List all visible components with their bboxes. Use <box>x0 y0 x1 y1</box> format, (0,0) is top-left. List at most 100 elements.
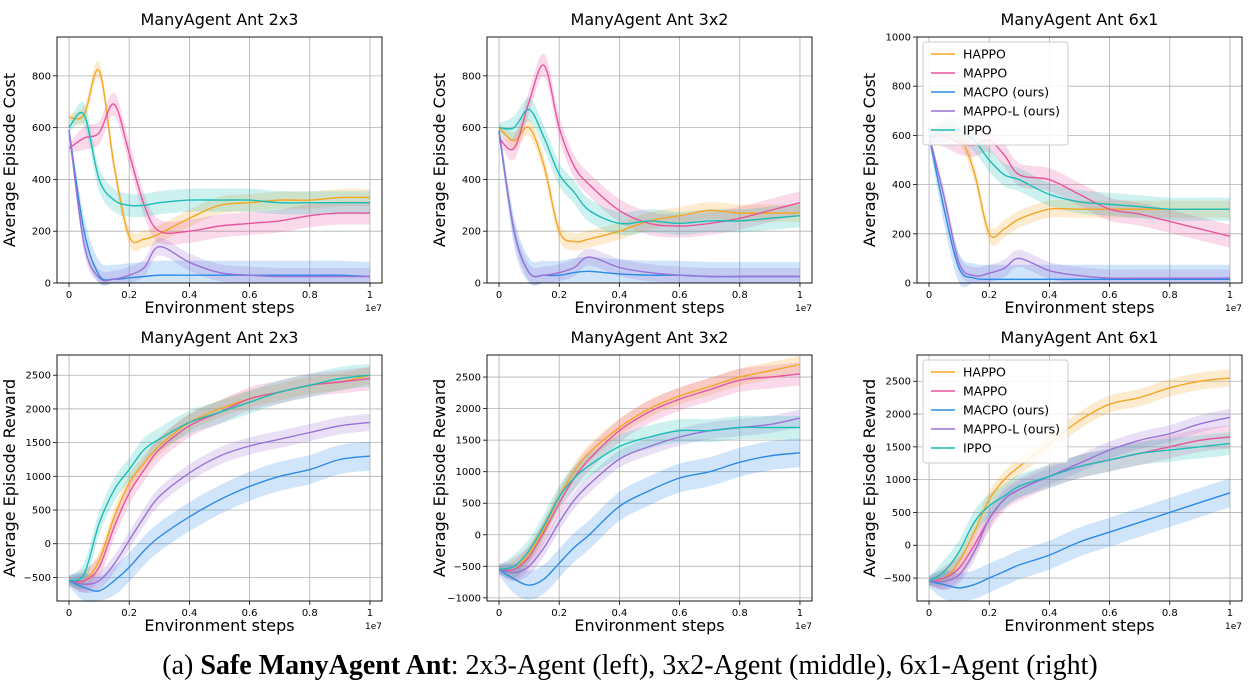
band-ippo <box>69 101 370 218</box>
x-tick-label: 0.6 <box>1102 608 1118 619</box>
x-tick-label: 0.4 <box>1041 608 1057 619</box>
caption-bold: Safe ManyAgent Ant <box>200 650 451 681</box>
y-axis-label: Average Episode Cost <box>430 73 449 247</box>
y-tick-label: 800 <box>462 71 481 82</box>
line-ippo <box>498 426 800 571</box>
band-mappo-l-ours- <box>929 408 1230 590</box>
x-tick-label: 0.2 <box>121 608 137 619</box>
x-exponent: 1e7 <box>365 304 382 314</box>
legend-box <box>922 359 1069 464</box>
y-tick-label: 0 <box>45 539 51 550</box>
x-tick-label: 0.4 <box>181 290 197 301</box>
line-macpo-ours- <box>928 492 1231 589</box>
line-mappo-l-ours- <box>68 130 370 282</box>
line-mappo-l-ours- <box>928 416 1231 583</box>
x-tick-label: 0.8 <box>1162 608 1178 619</box>
band-mappo-l-ours- <box>499 409 800 582</box>
band-happo <box>499 118 800 251</box>
y-tick-label: 1500 <box>456 436 481 447</box>
y-tick-label: 1500 <box>26 438 51 449</box>
band-macpo-ours- <box>929 129 1230 288</box>
legend-box <box>922 41 1069 146</box>
chart-1: 0 0.2 0.4 0.6 0.8 1 0 200 400 600 800 1e7 ManyAgent … <box>0 10 383 317</box>
x-axis-label: Environment steps <box>574 298 724 317</box>
x-tick-label: 0.8 <box>732 290 748 301</box>
line-mappo-l-ours- <box>68 421 371 585</box>
x-tick-label: 0.4 <box>181 608 197 619</box>
chart-5: 0 0.2 0.4 0.6 0.8 1 −1000 −500 0 500 1000 1500 2000 2… <box>430 328 813 635</box>
band-mappo-l-ours- <box>69 126 370 286</box>
band-macpo-ours- <box>69 124 370 286</box>
plot-frame <box>916 36 1243 284</box>
y-tick-label: 400 <box>892 180 911 191</box>
x-axis-label: Environment steps <box>144 298 294 317</box>
x-axis-label: Environment steps <box>574 616 724 635</box>
plot-frame <box>486 354 813 602</box>
band-macpo-ours- <box>69 441 370 603</box>
legend-label: MAPPO <box>963 66 1007 81</box>
line-mappo <box>498 64 801 227</box>
chart-title: ManyAgent Ant 6x1 <box>1001 328 1159 347</box>
band-happo <box>929 369 1230 588</box>
x-tick-label: 0 <box>926 290 932 301</box>
x-tick-label: 0.2 <box>981 290 997 301</box>
x-tick-label: 1 <box>367 608 373 619</box>
chart-4: 0 0.2 0.4 0.6 0.8 1 −500 0 500 1000 1500 2000 2500 1e… <box>0 328 383 635</box>
x-tick-label: 0.8 <box>732 608 748 619</box>
y-tick-label: 600 <box>892 131 911 142</box>
y-tick-label: 400 <box>32 175 51 186</box>
y-tick-label: 2000 <box>886 410 911 421</box>
y-tick-label: 500 <box>462 499 481 510</box>
y-tick-label: −1000 <box>447 593 481 604</box>
y-axis-label: Average Episode Reward <box>0 379 19 577</box>
y-tick-label: −500 <box>454 562 481 573</box>
band-mappo <box>499 53 800 238</box>
x-tick-label: 1 <box>367 290 373 301</box>
y-tick-label: 500 <box>32 506 51 517</box>
legend-label: MAPPO-L (ours) <box>963 104 1060 119</box>
x-tick-label: 0.6 <box>242 608 258 619</box>
x-tick-label: 0.4 <box>611 290 627 301</box>
line-ippo <box>928 442 1231 582</box>
band-happo <box>69 60 370 252</box>
plot-frame <box>486 36 813 284</box>
y-tick-label: 0 <box>475 530 481 541</box>
y-tick-label: 200 <box>462 227 481 238</box>
plot-frame <box>56 354 383 602</box>
x-axis-label: Environment steps <box>144 616 294 635</box>
y-tick-label: 2500 <box>26 371 51 382</box>
x-tick-label: 0.2 <box>121 290 137 301</box>
band-macpo-ours- <box>499 438 800 600</box>
x-tick-label: 1 <box>797 608 803 619</box>
line-macpo-ours- <box>68 455 371 592</box>
figure: 0 0.2 0.4 0.6 0.8 1 0 200 400 600 800 1e7 ManyAgent … <box>0 10 1243 635</box>
plot-frame <box>916 354 1243 602</box>
x-exponent: 1e7 <box>795 304 812 314</box>
y-tick-label: −500 <box>24 573 51 584</box>
legend: HAPPO MAPPO MACPO (ours) MAPPO-L (ours) IPPO <box>922 41 1069 146</box>
y-tick-label: 2000 <box>26 404 51 415</box>
caption-prefix: (a) <box>162 650 201 681</box>
x-tick-label: 0.4 <box>1041 290 1057 301</box>
x-exponent: 1e7 <box>795 622 812 632</box>
line-macpo-ours- <box>498 452 801 586</box>
chart-title: ManyAgent Ant 2x3 <box>141 10 299 29</box>
chart-title: ManyAgent Ant 2x3 <box>141 328 299 347</box>
y-tick-label: 1000 <box>886 475 911 486</box>
x-axis-label: Environment steps <box>1004 616 1154 635</box>
x-tick-label: 0 <box>66 290 72 301</box>
y-tick-label: 1000 <box>456 467 481 478</box>
y-axis-label: Average Episode Cost <box>860 73 879 247</box>
x-tick-label: 1 <box>1227 608 1233 619</box>
y-tick-label: 800 <box>32 71 51 82</box>
band-happo <box>929 121 1230 246</box>
x-tick-label: 0.4 <box>611 608 627 619</box>
chart-title: ManyAgent Ant 3x2 <box>571 10 729 29</box>
x-tick-label: 0.6 <box>242 290 258 301</box>
y-tick-label: 200 <box>892 229 911 240</box>
x-axis-label: Environment steps <box>1004 298 1154 317</box>
y-axis-label: Average Episode Cost <box>0 73 19 247</box>
x-tick-label: 0 <box>496 290 502 301</box>
x-tick-label: 0 <box>66 608 72 619</box>
chart-6: 0 0.2 0.4 0.6 0.8 1 −500 0 500 1000 1500 2000 2500 1e… <box>860 328 1243 635</box>
